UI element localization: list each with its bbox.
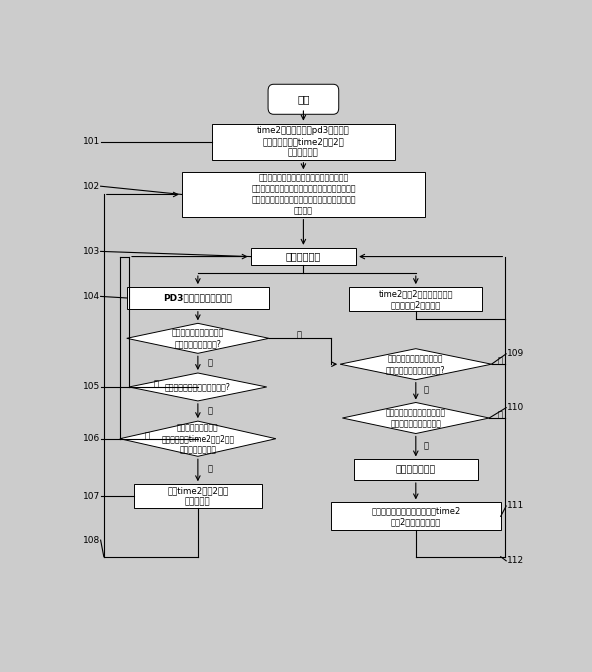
Text: 捕获的最小码元宽度是否可以
确定所接收数据的波特率: 捕获的最小码元宽度是否可以 确定所接收数据的波特率 <box>386 408 446 428</box>
Text: 开始: 开始 <box>297 94 310 104</box>
Text: 是: 是 <box>145 431 150 440</box>
FancyBboxPatch shape <box>134 485 262 508</box>
Text: 否: 否 <box>497 411 502 419</box>
Text: 是: 是 <box>424 386 429 394</box>
Text: 开启time2通道2的输
入捕获中断: 开启time2通道2的输 入捕获中断 <box>168 486 229 506</box>
Text: 103: 103 <box>83 247 100 256</box>
Text: time2初始化，开启pd3的下降沿
输入中断，禁止time2通道2的
输入捕获中断: time2初始化，开启pd3的下降沿 输入中断，禁止time2通道2的 输入捕获… <box>257 126 350 157</box>
Text: 最小码元宽度及与输入捕获相关的各个状态
量、标志初始化，初始全局捕获结果标志为没有捕
获到两个下降沿，捕获状态机为等待捕获第一个下
降沿输入: 最小码元宽度及与输入捕获相关的各个状态 量、标志初始化，初始全局捕获结果标志为没… <box>251 173 356 216</box>
Text: 等待中断产生: 等待中断产生 <box>286 251 321 261</box>
Text: 第一个下降沿也没有
捕获到，判断time2通道2输入
捕获中断是否开启: 第一个下降沿也没有 捕获到，判断time2通道2输入 捕获中断是否开启 <box>161 423 234 454</box>
Polygon shape <box>120 421 276 456</box>
FancyBboxPatch shape <box>331 503 501 530</box>
Text: 捕获的最小码元宽波是否是
相关波特率的最小码元宽度?: 捕获的最小码元宽波是否是 相关波特率的最小码元宽度? <box>386 354 446 374</box>
FancyBboxPatch shape <box>349 287 482 311</box>
Polygon shape <box>340 349 491 380</box>
Text: 106: 106 <box>83 434 100 444</box>
Text: 否: 否 <box>497 357 502 366</box>
Text: 108: 108 <box>83 536 100 544</box>
FancyBboxPatch shape <box>354 460 478 480</box>
Text: 107: 107 <box>83 492 100 501</box>
Polygon shape <box>342 403 489 433</box>
Text: 完成一次自适应处理，并禁止time2
通道2的输入捕获中断: 完成一次自适应处理，并禁止time2 通道2的输入捕获中断 <box>371 506 461 526</box>
Text: 是: 是 <box>424 441 429 450</box>
FancyBboxPatch shape <box>268 84 339 114</box>
Text: 是: 是 <box>153 380 158 388</box>
Text: 是: 是 <box>297 331 301 340</box>
Text: 102: 102 <box>83 181 100 191</box>
FancyBboxPatch shape <box>250 248 356 265</box>
Text: 波特率调整处理: 波特率调整处理 <box>395 465 436 474</box>
Text: PD3下降沿输入中断触发: PD3下降沿输入中断触发 <box>163 294 232 302</box>
Text: 110: 110 <box>507 403 524 412</box>
FancyBboxPatch shape <box>212 124 395 160</box>
Polygon shape <box>127 323 269 353</box>
Text: 109: 109 <box>507 349 524 358</box>
Text: 否: 否 <box>207 358 213 367</box>
Text: 111: 111 <box>507 501 524 511</box>
Text: 112: 112 <box>507 556 524 565</box>
Text: 101: 101 <box>83 137 100 146</box>
Text: 105: 105 <box>83 382 100 392</box>
Text: 104: 104 <box>83 292 100 301</box>
Text: 是否只捕获到了第一个下降沿?: 是否只捕获到了第一个下降沿? <box>165 382 231 392</box>
Text: time2通道2输入捕获中断触
发，进入图2流程处理: time2通道2输入捕获中断触 发，进入图2流程处理 <box>378 289 453 309</box>
FancyBboxPatch shape <box>127 287 269 309</box>
Text: 定时器输入捕获中断是否
完成两个下降沿捕获?: 定时器输入捕获中断是否 完成两个下降沿捕获? <box>172 329 224 348</box>
FancyBboxPatch shape <box>182 172 425 217</box>
Text: 否: 否 <box>207 407 213 415</box>
Text: 否: 否 <box>207 465 213 474</box>
Polygon shape <box>129 373 267 401</box>
